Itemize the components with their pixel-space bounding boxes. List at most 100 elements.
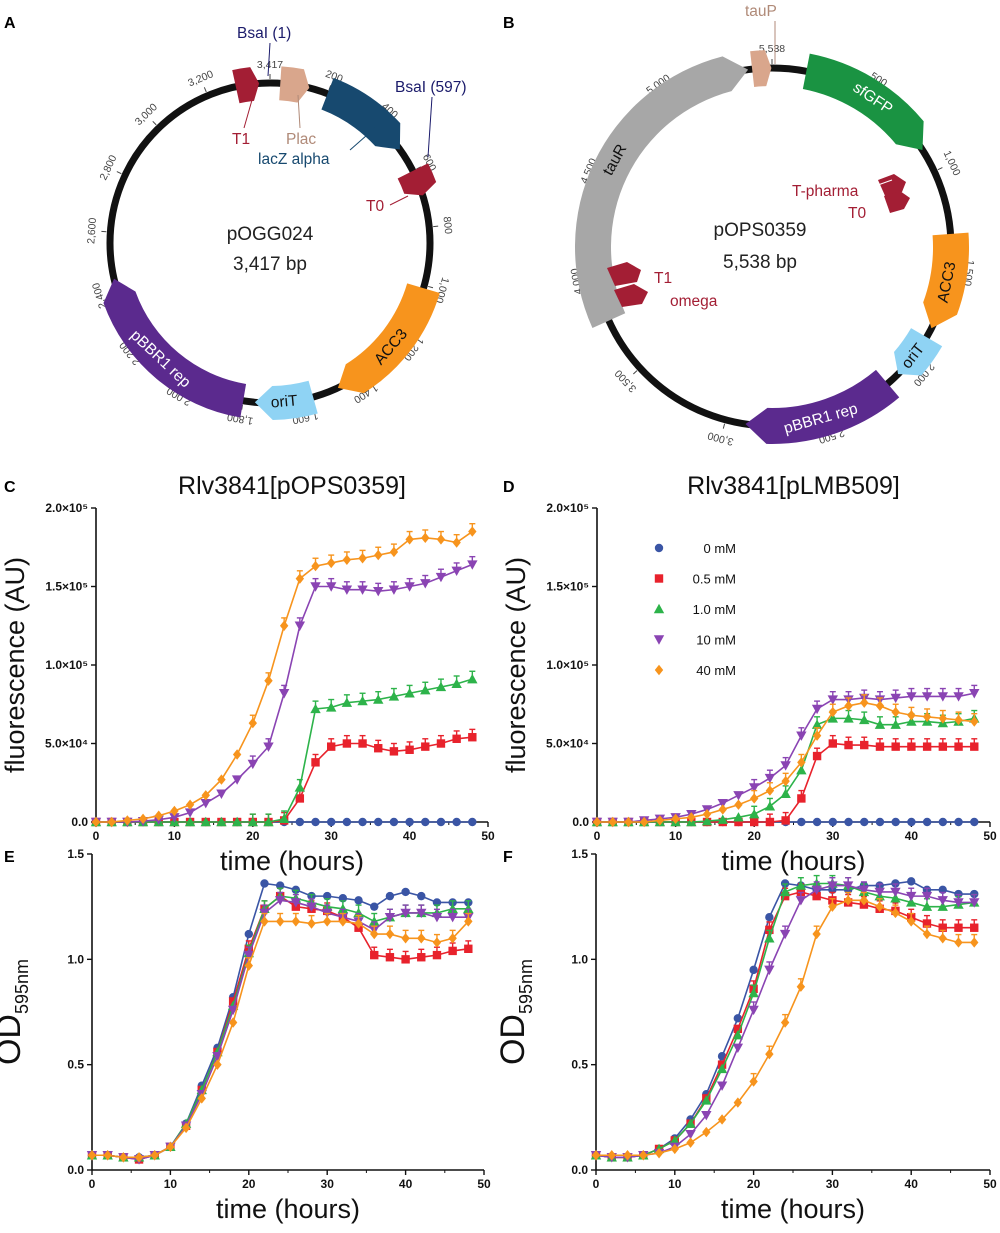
label-taup: tauP	[745, 3, 777, 20]
data-point	[764, 965, 775, 976]
x-tick-label: 20	[748, 829, 762, 843]
data-point	[811, 719, 823, 729]
data-point	[907, 742, 916, 751]
y-tick-label: 2.0×10⁵	[546, 501, 589, 515]
y-axis-label: fluorescence (AU)	[0, 557, 30, 773]
data-point	[244, 960, 253, 971]
data-point	[764, 773, 776, 784]
data-point	[421, 742, 430, 751]
data-point	[812, 730, 822, 741]
data-point	[436, 534, 446, 545]
series-40-mm	[592, 694, 979, 828]
data-point	[274, 896, 286, 906]
y-tick-label: 1.5×10⁵	[45, 580, 88, 594]
x-tick-label: 20	[246, 829, 260, 843]
map-tick	[722, 423, 726, 429]
panel-label-b: B	[503, 15, 515, 32]
data-point	[327, 742, 336, 751]
data-point	[464, 944, 473, 953]
data-point	[401, 887, 410, 897]
data-point	[337, 903, 349, 913]
data-point	[451, 566, 462, 576]
data-point	[907, 877, 916, 886]
data-point	[416, 908, 427, 919]
y-tick-label: 5.0×10⁴	[45, 737, 88, 751]
map-tick-label: 2,600	[85, 217, 99, 244]
data-point	[417, 953, 426, 962]
data-point	[294, 782, 306, 792]
data-point	[937, 692, 949, 702]
site-bsai-1-line	[267, 42, 271, 77]
data-point	[922, 928, 932, 940]
data-point	[260, 879, 269, 888]
data-point	[701, 816, 713, 826]
feature-pbbr1-rep	[103, 278, 247, 418]
data-point	[921, 901, 933, 911]
feature-taur	[575, 56, 749, 329]
data-point	[796, 731, 807, 741]
x-tick-label: 50	[481, 829, 495, 843]
feature-plac	[279, 66, 310, 103]
data-point	[244, 929, 253, 939]
x-tick-label: 0	[89, 1177, 96, 1191]
data-point	[970, 923, 979, 932]
y-tick-label: 1.5×10⁵	[546, 580, 589, 594]
data-point	[796, 764, 807, 775]
data-point	[103, 1150, 112, 1161]
data-point	[750, 817, 759, 827]
data-point	[468, 817, 477, 827]
data-point	[342, 554, 352, 566]
x-axis-label: time (hours)	[220, 846, 364, 876]
data-point	[291, 916, 301, 927]
y-tick-label: 0.0	[572, 815, 589, 829]
y-tick-label: 0.5	[571, 1058, 588, 1072]
data-point	[217, 774, 226, 785]
data-point	[891, 742, 900, 751]
data-point	[307, 918, 316, 929]
data-point	[231, 816, 243, 827]
data-point	[243, 950, 254, 961]
data-point	[938, 923, 947, 932]
feature-orit	[254, 380, 318, 420]
data-point	[953, 898, 964, 908]
data-point	[154, 810, 163, 821]
data-point	[765, 817, 775, 827]
data-point	[197, 1093, 206, 1104]
data-point	[323, 916, 332, 927]
data-point	[686, 1137, 695, 1148]
data-point	[353, 907, 364, 918]
y-tick-label: 1.0×10⁵	[45, 658, 88, 672]
chart-title: Rlv3841[pOPS0359]	[178, 472, 406, 500]
data-point	[468, 733, 477, 742]
label-t-pharma-line	[863, 179, 893, 191]
data-point	[591, 1150, 601, 1161]
series-line	[96, 736, 473, 823]
data-point	[227, 1005, 239, 1016]
plasmid-map-b: 5001,0001,5002,0002,5003,0003,5004,0004,…	[569, 3, 977, 448]
data-point	[844, 740, 853, 750]
data-point	[875, 742, 885, 751]
plasmid-size-b: 5,538 bp	[723, 252, 797, 273]
x-axis-label: time (hours)	[721, 846, 865, 876]
data-point	[921, 891, 933, 902]
data-point	[828, 739, 837, 748]
data-point	[385, 891, 395, 901]
data-point	[764, 933, 775, 943]
data-point	[327, 557, 336, 569]
label-plac: Plac	[286, 131, 316, 148]
map-tick-label: 3,500	[612, 367, 639, 395]
data-point	[374, 817, 383, 827]
data-point	[384, 913, 396, 923]
data-point	[373, 694, 384, 704]
data-point	[436, 817, 446, 827]
data-point	[401, 933, 410, 944]
data-point	[404, 688, 415, 698]
data-point	[732, 1029, 744, 1040]
series-line	[96, 530, 473, 823]
series-line	[96, 678, 473, 823]
data-point	[468, 526, 477, 537]
data-point	[890, 719, 901, 729]
data-point	[906, 716, 917, 726]
data-point	[653, 635, 665, 645]
